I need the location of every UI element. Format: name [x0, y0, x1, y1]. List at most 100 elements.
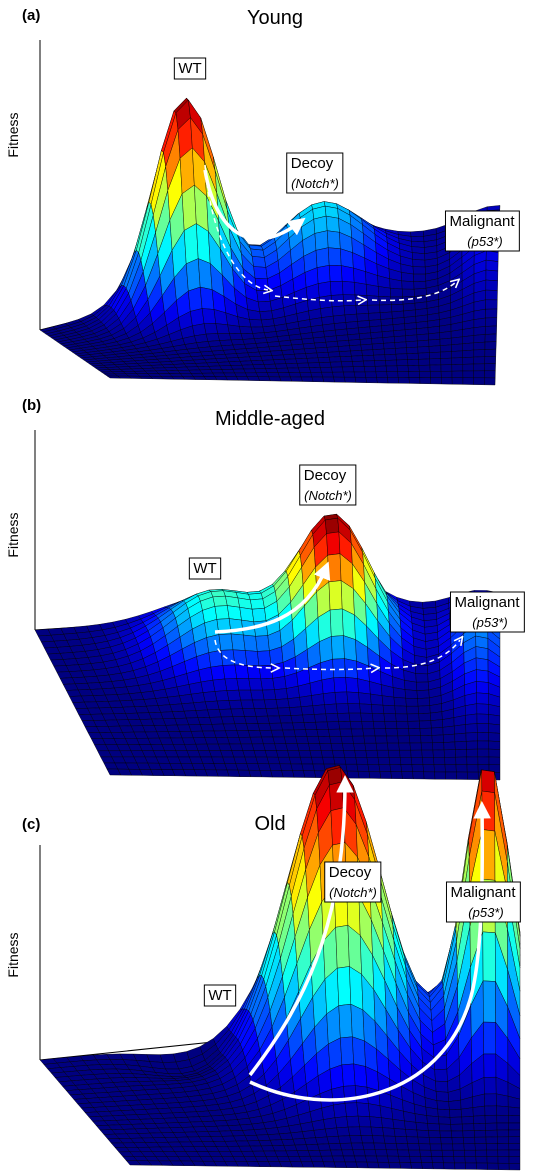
label-frame: [286, 152, 344, 194]
surface-cell: [317, 356, 331, 363]
surface-cell: [497, 1136, 509, 1144]
surface-cell: [484, 333, 497, 343]
surface-cell: [318, 361, 332, 368]
surface-cell: [352, 735, 366, 744]
surface-cell: [355, 304, 369, 315]
surface-cell: [396, 728, 410, 737]
surface-cell: [268, 763, 282, 771]
surface-cell: [442, 725, 455, 736]
surface-cell: [488, 740, 501, 750]
surface-cell: [271, 354, 285, 361]
surface-cell: [183, 223, 199, 265]
surface-cell: [406, 705, 419, 715]
surface-cell: [227, 605, 242, 621]
surface-cell: [217, 361, 232, 367]
surface-cell: [353, 742, 367, 751]
surface-cell: [475, 657, 489, 672]
surface-cell: [411, 764, 424, 773]
surface-cell: [350, 1142, 365, 1151]
surface-cell: [407, 359, 420, 366]
surface-cell: [331, 1085, 346, 1106]
surface-cell: [320, 1155, 335, 1163]
surface-cell: [272, 736, 287, 745]
surface-cell: [473, 317, 486, 328]
surface-cell: [275, 698, 290, 709]
surface-cell: [352, 360, 365, 367]
surface-cell: [379, 311, 393, 320]
surface-cell: [415, 1122, 429, 1131]
surface-cell: [387, 742, 400, 751]
surface-cell: [332, 314, 347, 324]
surface-cell: [282, 353, 297, 360]
surface-cell: [326, 721, 341, 730]
surface-cell: [200, 679, 216, 693]
surface-cell: [262, 689, 277, 701]
surface-cell: [301, 763, 315, 772]
surface-cell: [282, 729, 296, 738]
surface-cell: [381, 1117, 395, 1129]
surface-cell: [398, 1155, 411, 1163]
surface-cell: [381, 330, 395, 338]
surface-cell: [418, 364, 431, 372]
surface-cell: [476, 692, 489, 705]
surface-cell: [466, 756, 479, 765]
surface-cell: [204, 618, 220, 638]
surface-cell: [430, 711, 443, 721]
surface-cell: [328, 728, 342, 737]
surface-cell: [255, 715, 270, 724]
surface-cell: [413, 280, 427, 290]
surface-cell: [462, 1130, 475, 1138]
surface-cell: [417, 346, 430, 354]
surface-cell: [365, 283, 380, 297]
surface-cell: [274, 688, 289, 700]
surface-cell: [372, 348, 386, 356]
surface-cell: [329, 608, 344, 637]
surface-cell: [451, 343, 463, 352]
surface-cell: [352, 1149, 366, 1157]
surface-cell: [315, 721, 329, 730]
surface-cell: [305, 1143, 320, 1151]
surface-cell: [393, 329, 406, 337]
surface-cell: [246, 723, 261, 731]
surface-cell: [443, 749, 456, 758]
surface-cell: [422, 757, 435, 765]
surface-cell: [401, 771, 414, 780]
surface-cell: [331, 1155, 346, 1163]
surface-cell: [339, 1142, 354, 1151]
surface-cell: [488, 714, 501, 726]
surface-cell: [309, 1155, 324, 1163]
label-name: WT: [193, 560, 216, 577]
surface-cell: [244, 756, 259, 764]
surface-cell: [429, 371, 442, 378]
surface-cell: [242, 750, 257, 758]
surface-cell: [341, 280, 356, 296]
surface-cell: [431, 1156, 444, 1164]
surface-cell: [320, 750, 334, 758]
surface-cell: [473, 326, 486, 336]
surface-cell: [387, 377, 400, 384]
label-box: Malignant (p53*): [445, 881, 521, 923]
surface-cell: [352, 366, 366, 373]
surface-cell: [285, 363, 299, 369]
surface-cell: [414, 664, 428, 675]
surface-cell: [321, 371, 334, 378]
surface-cell: [285, 743, 300, 751]
surface-cell: [351, 728, 365, 737]
surface-cell: [439, 331, 452, 340]
surface-cell: [462, 356, 475, 365]
surface-cell: [429, 358, 442, 366]
surface-cell: [240, 333, 255, 340]
surface-cell: [397, 377, 410, 384]
surface-cell: [218, 708, 234, 718]
surface-cell: [311, 1119, 326, 1131]
surface-cell: [259, 770, 273, 778]
surface-cell: [198, 666, 214, 683]
panel-letter: (b): [22, 397, 41, 414]
surface-cell: [276, 1125, 292, 1135]
surface-cell: [484, 1093, 497, 1107]
surface-cell: [486, 1162, 499, 1170]
surface-cell: [221, 368, 236, 374]
surface-cell: [224, 678, 240, 691]
surface-cell: [379, 304, 393, 313]
